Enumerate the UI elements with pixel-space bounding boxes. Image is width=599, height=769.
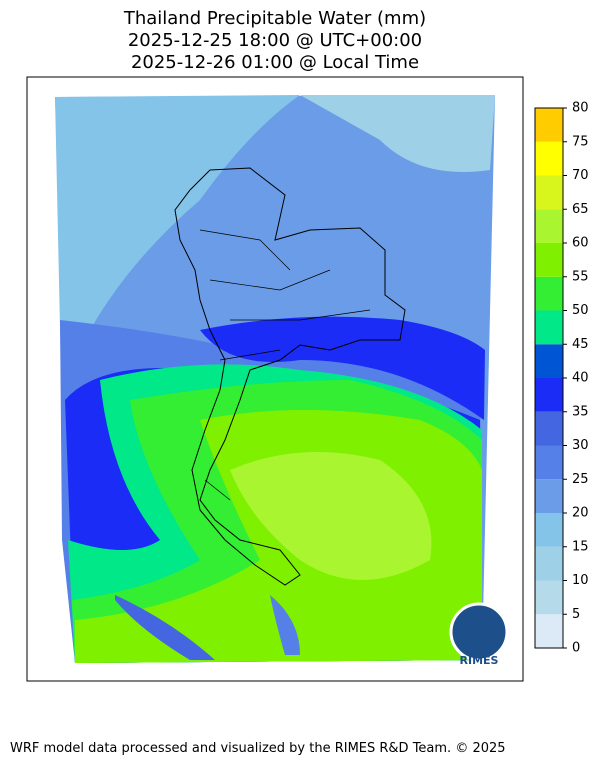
colorbar-segment xyxy=(535,276,563,311)
colorbar-segment xyxy=(535,175,563,210)
colorbar-tick-label: 50 xyxy=(572,303,589,318)
colorbar-segment xyxy=(535,445,563,480)
colorbar-tick-label: 55 xyxy=(572,269,589,284)
colorbar: 0 5 10 15 20 25 30 35 40 45 50 55 60 65 70 75 80 xyxy=(534,101,589,656)
colorbar-tick-label: 60 xyxy=(572,236,589,251)
footer: WRF model data processed and visualized … xyxy=(10,741,506,756)
colorbar-tick-label: 30 xyxy=(572,438,589,453)
province-border xyxy=(199,229,371,501)
colorbar-segment xyxy=(535,378,563,412)
colorbar-tick-label: 70 xyxy=(572,168,589,183)
map: RIMES xyxy=(26,76,524,682)
colorbar-segment xyxy=(535,614,563,648)
colorbar-tick-label: 25 xyxy=(572,472,589,487)
colorbar-tick-label: 10 xyxy=(572,573,589,588)
country-border xyxy=(174,167,406,586)
colorbar-tick-label: 15 xyxy=(572,539,589,554)
colorbar-segment xyxy=(535,344,563,378)
colorbar-segment xyxy=(535,513,563,547)
colorbar-tick-label: 40 xyxy=(572,371,589,386)
colorbar-segment xyxy=(535,108,563,142)
colorbar-tick-label: 45 xyxy=(572,337,589,352)
colorbar-segment xyxy=(535,479,563,513)
field xyxy=(115,595,215,660)
colorbar-segment xyxy=(535,546,563,581)
title-line: Thailand Precipitable Water (mm) xyxy=(123,8,426,29)
colorbar-segment xyxy=(535,310,563,345)
colorbar-tick-label: 75 xyxy=(572,134,589,149)
colorbar-segment xyxy=(535,243,563,277)
title-line: 2025-12-25 18:00 @ UTC+00:00 xyxy=(128,30,422,51)
logo xyxy=(449,602,509,662)
colorbar-segment xyxy=(535,580,563,615)
title-line: 2025-12-26 01:00 @ Local Time xyxy=(131,52,419,73)
field xyxy=(270,595,300,655)
field xyxy=(200,316,485,420)
colorbar-tick-label: 80 xyxy=(572,101,589,116)
logo-text: RIMES xyxy=(460,654,499,667)
colorbar-tick-label: 35 xyxy=(572,404,589,419)
field xyxy=(300,95,495,172)
field xyxy=(55,95,300,420)
colorbar-segment xyxy=(535,411,563,446)
colorbar-segment xyxy=(535,141,563,176)
colorbar-tick-label: 20 xyxy=(572,506,589,521)
colorbar-tick-label: 0 xyxy=(572,641,580,656)
colorbar-tick-label: 5 xyxy=(572,607,580,622)
field xyxy=(230,452,432,580)
colorbar-segment xyxy=(535,209,563,243)
colorbar-tick-label: 65 xyxy=(572,202,589,217)
